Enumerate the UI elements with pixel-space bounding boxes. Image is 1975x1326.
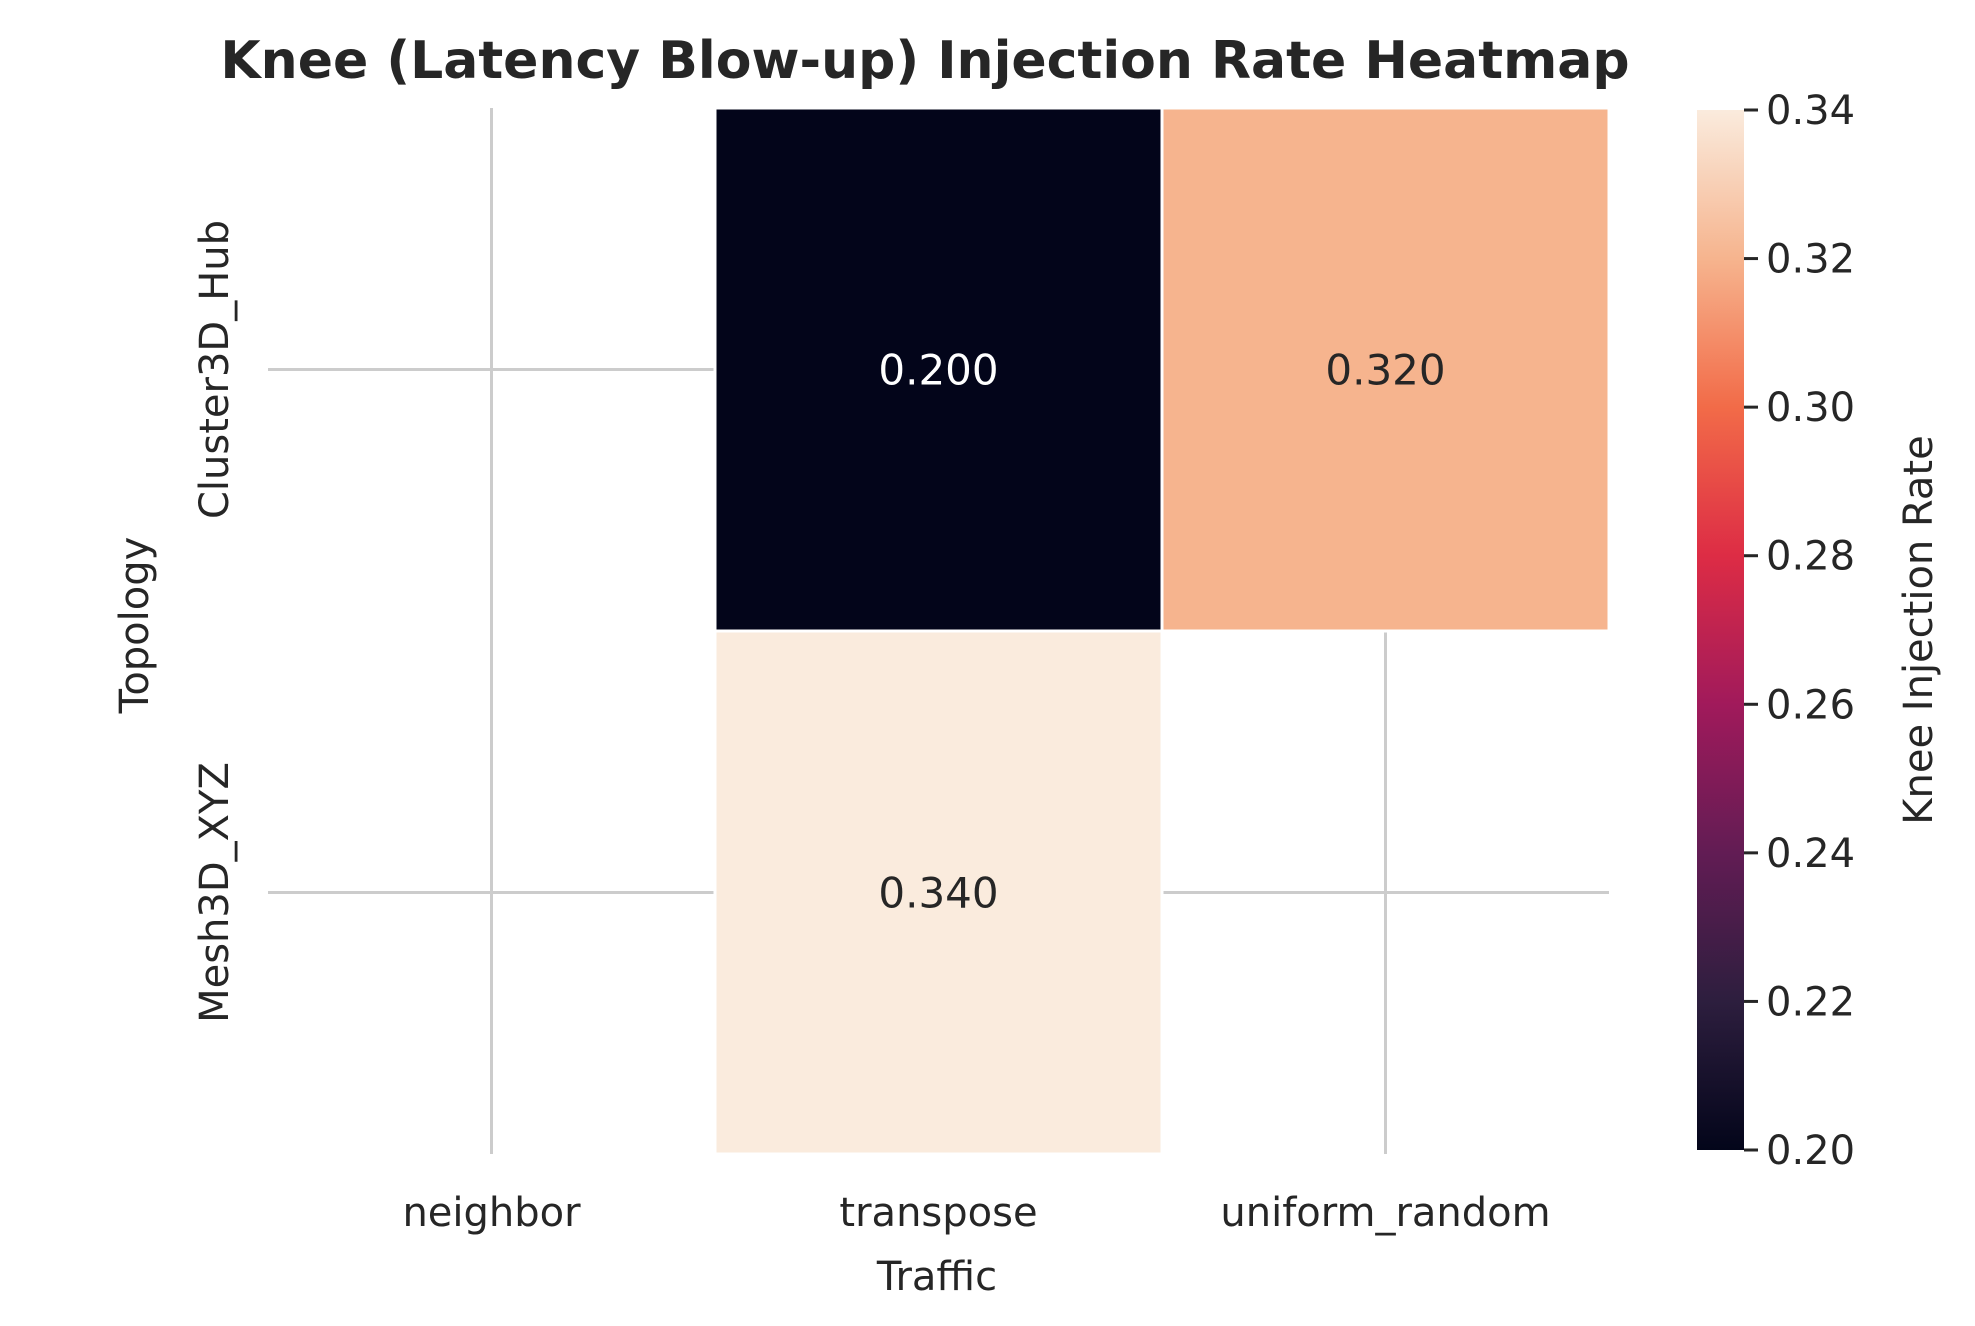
cell-value-label: 0.320 bbox=[1325, 346, 1445, 395]
cell-value-label: 0.340 bbox=[878, 869, 998, 918]
cell-value-label: 0.200 bbox=[878, 346, 998, 395]
colorbar-tick-label: 0.34 bbox=[1766, 88, 1855, 134]
chart-title: Knee (Latency Blow-up) Injection Rate He… bbox=[220, 31, 1629, 91]
cell-value-labels: 0.200 0.320 0.340 bbox=[878, 346, 1445, 918]
heatmap-cell bbox=[1160, 106, 1611, 633]
x-axis-ticks: neighbor transpose uniform_random bbox=[402, 1190, 1550, 1236]
colorbar-tick-label: 0.32 bbox=[1766, 237, 1855, 283]
heatmap-cell bbox=[713, 106, 1164, 633]
colorbar-tick-label: 0.28 bbox=[1766, 534, 1855, 580]
colorbar-tick-label: 0.24 bbox=[1766, 831, 1855, 877]
heatmap-cells bbox=[713, 106, 1611, 1156]
y-axis-ticks: Cluster3D_Hub Mesh3D_XYZ bbox=[192, 220, 238, 1023]
colorbar bbox=[1697, 110, 1744, 1150]
colorbar-ticks: 0.20 0.22 0.24 0.26 0.28 0.30 0.32 0.34 bbox=[1744, 88, 1855, 1174]
colorbar-label: Knee Injection Rate bbox=[1896, 435, 1942, 824]
x-tick-label: transpose bbox=[839, 1190, 1037, 1236]
x-axis-label: Traffic bbox=[876, 1254, 997, 1300]
colorbar-tick-label: 0.20 bbox=[1766, 1128, 1855, 1174]
y-tick-label: Mesh3D_XYZ bbox=[192, 762, 238, 1023]
colorbar-tick-label: 0.30 bbox=[1766, 385, 1855, 431]
colorbar-tick-label: 0.26 bbox=[1766, 682, 1855, 728]
y-axis-label: Topology bbox=[112, 537, 158, 715]
heatmap-cell bbox=[713, 629, 1164, 1156]
x-tick-label: uniform_random bbox=[1220, 1190, 1550, 1236]
colorbar-tick-label: 0.22 bbox=[1766, 979, 1855, 1025]
y-tick-label: Cluster3D_Hub bbox=[192, 220, 238, 519]
x-tick-label: neighbor bbox=[402, 1190, 581, 1236]
